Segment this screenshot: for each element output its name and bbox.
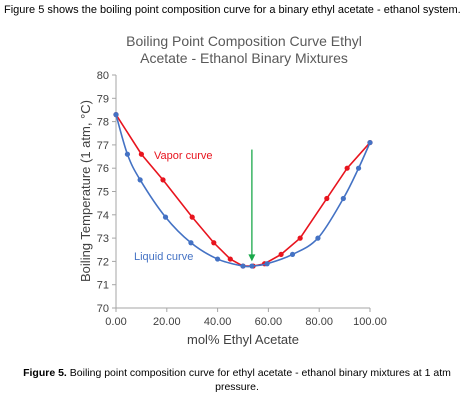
liquid-curve-point	[355, 165, 362, 171]
vapor-curve-point	[278, 251, 284, 258]
liquid-curve-point	[124, 151, 131, 157]
chart-title-line-1: Boiling Point Composition Curve Ethyl	[126, 33, 362, 49]
liquid-curve-point	[264, 261, 270, 267]
liquid-curve-point	[315, 235, 321, 241]
y-tick-label: 75	[97, 187, 109, 199]
caption-label: Figure 5.	[23, 367, 67, 379]
figure-caption: Figure 5. Boiling point composition curv…	[0, 366, 474, 394]
vapor-curve-point	[189, 214, 195, 220]
vapor-curve-point	[324, 195, 330, 202]
y-tick-label: 73	[97, 233, 109, 245]
vapor-curve-point	[138, 151, 144, 157]
y-tick-label: 72	[97, 256, 109, 268]
liquid-curve-line	[115, 114, 371, 268]
y-tick-label: 71	[97, 280, 109, 292]
liquid-curve-point	[289, 251, 296, 258]
x-axis-label: mol% Ethyl Acetate	[187, 332, 299, 347]
liquid-curve-point	[367, 139, 373, 146]
vapor-curve-point	[227, 256, 233, 262]
liquid-curve-series	[113, 112, 373, 269]
vapor-curve-point	[211, 240, 217, 246]
y-tick-label: 74	[97, 210, 109, 222]
liquid-curve-point	[137, 177, 143, 183]
vapor-curve-series	[113, 112, 373, 269]
boiling-point-chart: Boiling Point Composition Curve Ethyl Ac…	[78, 33, 387, 347]
y-tick-label: 70	[97, 303, 109, 315]
vapor-curve-point	[160, 177, 166, 183]
y-tick-label: 78	[97, 117, 109, 129]
tick-marks: 70 71 72 73 74 75 76 77 78 79 80 0.00 20.00 40.00 60.0…	[97, 70, 387, 328]
liquid-curve-point	[162, 214, 169, 220]
y-tick-label: 76	[97, 163, 109, 175]
vapor-curve-line	[115, 114, 371, 267]
annotation-layer	[248, 149, 256, 262]
liquid-curve-point	[215, 256, 221, 262]
liquid-curve-label: Liquid curve	[134, 251, 193, 263]
y-tick-label: 79	[97, 93, 109, 105]
liquid-curve-point	[340, 195, 346, 202]
y-tick-label: 77	[97, 140, 109, 152]
intro-text: Figure 5 shows the boiling point composi…	[4, 4, 461, 16]
azeotrope-arrow-head	[248, 254, 256, 262]
y-tick-label: 80	[97, 70, 109, 82]
x-tick-label: 0.00	[105, 316, 126, 328]
vapor-curve-point	[344, 165, 350, 171]
chart-title-line-2: Acetate - Ethanol Binary Mixtures	[140, 50, 348, 66]
x-tick-label: 40.00	[204, 316, 232, 328]
caption-text: Boiling point composition curve for ethy…	[69, 367, 451, 393]
liquid-curve-point	[188, 240, 194, 246]
y-axis-label: Boiling Temperature (1 atm, °C)	[78, 100, 93, 282]
liquid-curve-point	[249, 263, 255, 269]
x-tick-label: 60.00	[255, 316, 283, 328]
vapor-curve-label: Vapor curve	[154, 150, 213, 162]
x-tick-label: 100.00	[353, 316, 387, 328]
liquid-curve-point	[113, 112, 119, 118]
x-tick-label: 20.00	[153, 316, 181, 328]
x-tick-label: 80.00	[305, 316, 333, 328]
vapor-curve-point	[297, 235, 303, 241]
liquid-curve-point	[240, 263, 246, 269]
series-layer	[113, 112, 373, 269]
